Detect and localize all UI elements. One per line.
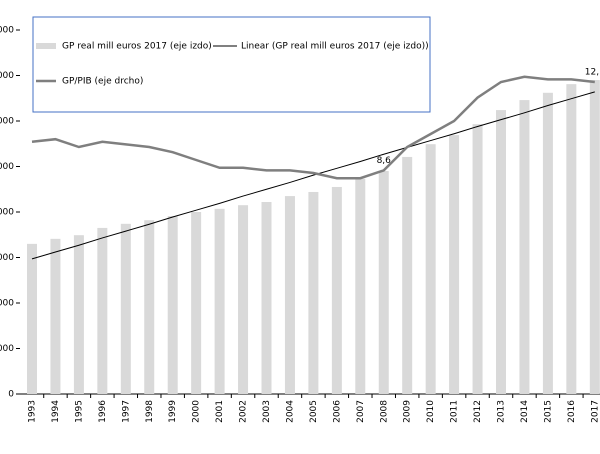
x-tick-label: 2003 — [262, 400, 272, 423]
bar — [214, 208, 225, 394]
bar — [144, 220, 155, 394]
x-tick-label: 2000 — [192, 400, 202, 423]
x-tick-label: 2015 — [543, 400, 553, 423]
y-tick-label: 000 — [0, 299, 14, 309]
x-tick-label: 2004 — [285, 400, 295, 423]
x-tick-label: 2010 — [426, 400, 436, 423]
y-tick-label: 000 — [0, 117, 14, 127]
legend-box — [32, 16, 431, 113]
bar — [308, 191, 319, 394]
x-tick-label: 2005 — [309, 400, 319, 423]
bar — [50, 238, 61, 394]
bar — [238, 205, 249, 394]
y-tick-label: 000 — [0, 344, 14, 354]
legend-label: Linear (GP real mill euros 2017 (eje izd… — [241, 42, 429, 52]
bar — [191, 212, 202, 394]
legend: GP real mill euros 2017 (eje izdo) Linea… — [32, 16, 431, 113]
bar — [167, 216, 178, 394]
bar — [261, 201, 272, 394]
bar — [425, 144, 436, 394]
x-tick-label: 2016 — [567, 400, 577, 423]
y-tick-label: 0 — [8, 390, 14, 400]
bar — [402, 156, 413, 394]
bar — [449, 135, 460, 395]
bar — [542, 92, 553, 394]
bar — [284, 196, 295, 394]
x-tick-label: 2008 — [379, 400, 389, 423]
bar — [519, 100, 530, 394]
legend-label: GP/PIB (eje drcho) — [62, 77, 143, 87]
legend-label: GP real mill euros 2017 (eje izdo) — [62, 42, 212, 52]
bar — [496, 110, 506, 394]
x-tick-label: 2011 — [450, 400, 460, 423]
y-tick-label: 000 — [0, 208, 14, 218]
x-tick-label: 1994 — [51, 400, 61, 423]
x-tick-label: 2012 — [473, 400, 483, 423]
x-tick-label: 2007 — [356, 400, 366, 423]
x-tick-label: 1993 — [28, 400, 38, 423]
x-tick-label: 1997 — [121, 400, 131, 423]
y-tick-label: 000 — [0, 253, 14, 263]
bar — [27, 243, 37, 394]
bar — [120, 223, 131, 394]
bar — [472, 124, 483, 394]
trend-line — [31, 91, 595, 260]
y-tick-label: 000 — [0, 71, 14, 81]
bar — [97, 227, 108, 394]
line — [31, 75, 595, 180]
x-tick-label: 1996 — [98, 400, 108, 423]
x-tick-label: 2001 — [215, 400, 225, 423]
x-tick-label: 2014 — [520, 400, 530, 423]
data-label: 12, — [585, 68, 599, 78]
bar — [355, 178, 366, 394]
x-tick-label: 2009 — [403, 400, 413, 423]
x-tick-label: 2002 — [239, 400, 249, 423]
bar — [566, 84, 577, 395]
bar — [331, 186, 342, 394]
y-tick-label: 000 — [0, 26, 14, 36]
data-label: 8,6 — [377, 156, 392, 166]
bar — [378, 171, 389, 394]
x-tick-label: 2013 — [497, 400, 507, 423]
y-tick-label: 000 — [0, 162, 14, 172]
x-tick-label: 2006 — [332, 400, 342, 423]
bar — [73, 235, 84, 394]
x-tick-label: 1995 — [74, 400, 84, 423]
x-tick-label: 1999 — [168, 400, 178, 423]
bar — [589, 80, 600, 395]
x-tick-label: 1998 — [145, 400, 155, 423]
x-tick-label: 2017 — [590, 400, 600, 423]
